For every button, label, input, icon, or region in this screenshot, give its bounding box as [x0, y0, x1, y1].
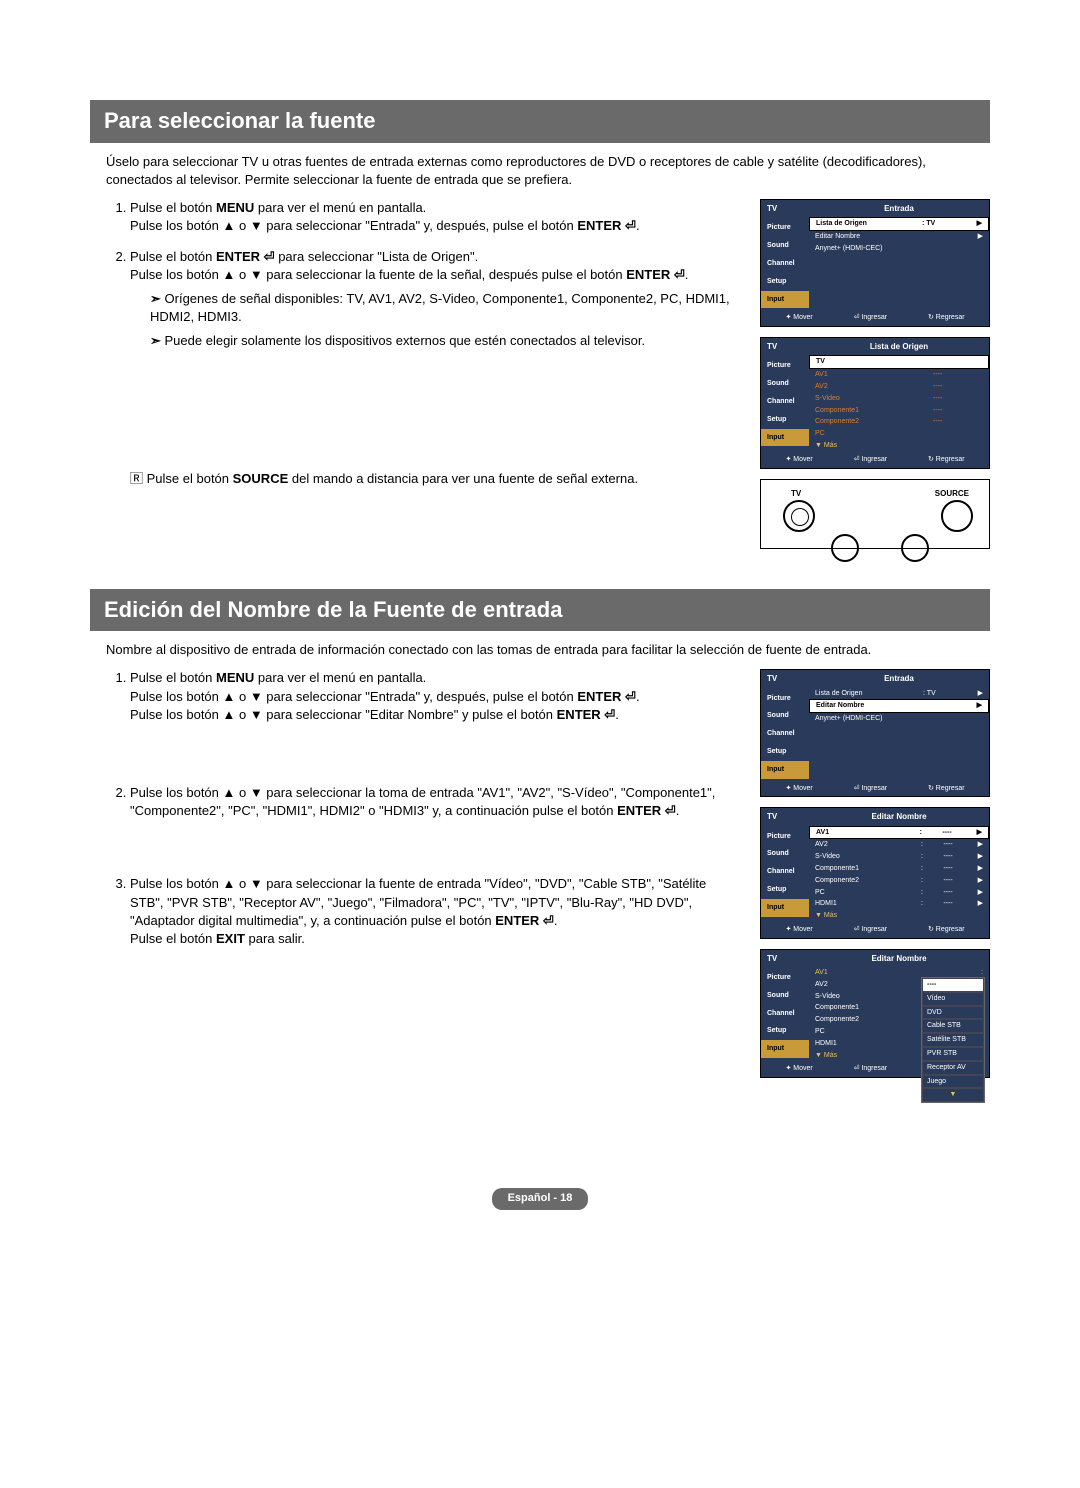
section1-intro: Úselo para seleccionar TV u otras fuente…: [90, 153, 990, 189]
osd-editar-nombre-1: TV Editar Nombre Picture Sound Channel S…: [760, 807, 990, 938]
osd-lista-origen: TV Lista de Origen Picture Sound Channel…: [760, 337, 990, 468]
s2-step-3: Pulse los botón ▲ o ▼ para seleccionar l…: [130, 875, 740, 948]
osd-entrada-2: TV Entrada Picture Sound Channel Setup I…: [760, 669, 990, 797]
step-2: Pulse el botón ENTER ⏎ para seleccionar …: [130, 248, 740, 351]
section2-intro: Nombre al dispositivo de entrada de info…: [90, 641, 990, 659]
section1-steps: Pulse el botón MENU para ver el menú en …: [90, 199, 740, 548]
remote-panel: TV SOURCE: [760, 479, 990, 549]
page-footer: Español - 18: [492, 1188, 589, 1209]
osd-sidebar: Picture Sound Channel Setup Input: [761, 217, 809, 310]
s2-step-1: Pulse el botón MENU para ver el menú en …: [130, 669, 740, 724]
s2-step-2: Pulse los botón ▲ o ▼ para seleccionar l…: [130, 784, 740, 820]
popup-menu: ---- Vídeo DVD Cable STB Satélite STB PV…: [921, 977, 985, 1103]
section2-title: Edición del Nombre de la Fuente de entra…: [90, 589, 990, 632]
step-1: Pulse el botón MENU para ver el menú en …: [130, 199, 740, 235]
note-2: Puede elegir solamente los dispositivos …: [130, 332, 740, 350]
osd-entrada-1: TV Entrada Picture Sound Channel Setup I…: [760, 199, 990, 327]
note-1: Orígenes de señal disponibles: TV, AV1, …: [130, 290, 740, 326]
remote-note: 🅁 Pulse el botón SOURCE del mando a dist…: [90, 470, 740, 488]
section1-title: Para seleccionar la fuente: [90, 100, 990, 143]
osd-editar-nombre-2: TV Editar Nombre Picture Sound Channel S…: [760, 949, 990, 1078]
